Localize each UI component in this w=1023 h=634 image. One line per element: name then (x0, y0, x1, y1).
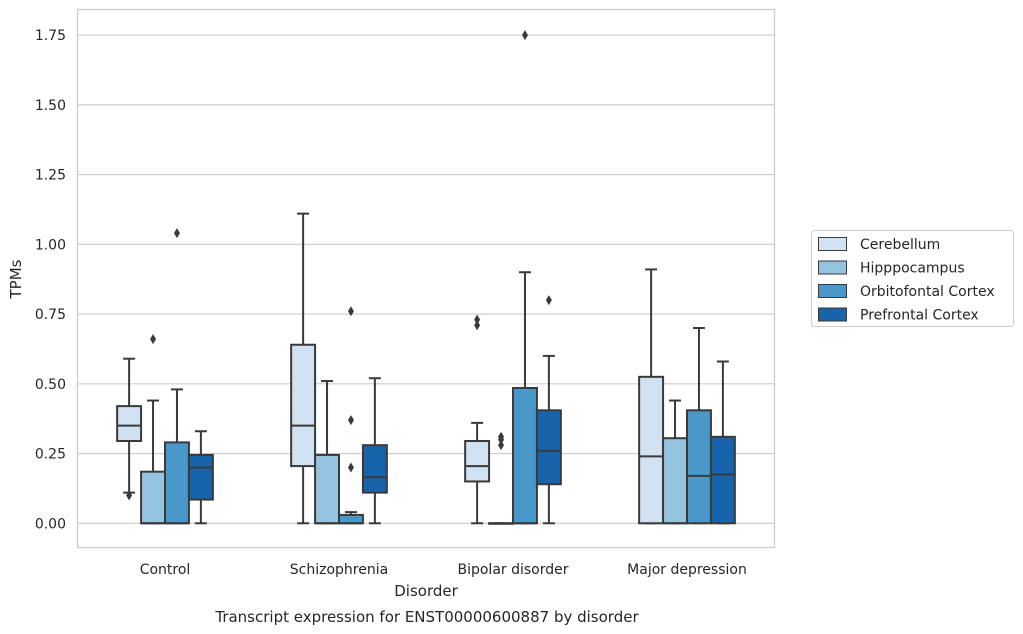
box-orbitofontal-cortex (164, 228, 190, 525)
box-hipppocampus (314, 380, 341, 525)
box-hipppocampus (488, 431, 515, 525)
outlier-point (150, 334, 157, 345)
y-tick-label: 0.75 (35, 307, 66, 323)
y-tick-label: 0.00 (35, 516, 66, 532)
legend-frame (811, 230, 1014, 327)
iqr-box (187, 453, 214, 501)
legend-label: Prefrontal Cortex (860, 308, 979, 324)
box-prefrontal-cortex (187, 430, 214, 525)
chart-caption: Transcript expression for ENST0000060088… (214, 608, 639, 626)
outlier-point (498, 431, 505, 442)
outlier-point (498, 440, 505, 451)
iqr-box (338, 513, 364, 525)
x-tick-label: Bipolar disorder (457, 562, 568, 578)
x-tick-label: Schizophrenia (290, 562, 388, 578)
outlier-point (474, 314, 481, 325)
legend-swatch (818, 237, 847, 251)
iqr-box (361, 444, 388, 494)
box-orbitofontal-cortex (338, 306, 364, 525)
iqr-box (314, 453, 341, 525)
box-orbitofontal-cortex (686, 327, 712, 525)
iqr-box (290, 343, 317, 468)
gridlines (78, 34, 774, 524)
legend-swatch (818, 284, 847, 298)
legend-label: Cerebellum (860, 237, 940, 253)
y-tick-label: 1.75 (35, 28, 66, 44)
y-axis-title: TPMs (7, 259, 25, 299)
iqr-box (164, 441, 190, 525)
legend-items: Cerebellum Hipppocampus Orbitofontal Corte… (818, 237, 995, 324)
iqr-box (535, 409, 562, 486)
iqr-box (686, 409, 712, 525)
box-prefrontal-cortex (709, 360, 736, 525)
x-tick-label: Major depression (627, 562, 747, 578)
box-hipppocampus (662, 399, 689, 525)
box-prefrontal-cortex (535, 295, 562, 525)
box-cerebellum (116, 357, 143, 501)
iqr-box (140, 470, 166, 525)
iqr-box (709, 435, 736, 525)
outlier-point (347, 306, 354, 317)
y-axis-ticks: 0.00 0.25 0.50 0.75 1.00 1.25 1.50 1.75 (35, 28, 66, 532)
outlier-point (347, 462, 354, 473)
x-tick-label: Control (140, 562, 191, 578)
outlier-point (347, 415, 354, 426)
box-hipppocampus (140, 334, 166, 525)
outlier-point (521, 30, 528, 41)
outlier-point (173, 228, 180, 239)
outlier-point (545, 295, 552, 306)
box-cerebellum (290, 212, 317, 525)
y-tick-label: 0.25 (35, 447, 66, 463)
legend-label: Hipppocampus (860, 261, 965, 277)
y-tick-label: 1.00 (35, 237, 66, 253)
plot-area (116, 30, 736, 525)
legend-swatch (818, 260, 847, 275)
box-cerebellum (638, 268, 665, 525)
x-axis-title: Disorder (394, 582, 458, 600)
plot-frame (76, 8, 776, 549)
box-orbitofontal-cortex (512, 30, 538, 525)
y-tick-label: 1.25 (35, 168, 66, 184)
legend-label: Orbitofontal Cortex (860, 284, 995, 300)
iqr-box (638, 375, 665, 525)
iqr-box (464, 439, 491, 483)
iqr-box (662, 437, 689, 525)
legend-swatch (818, 307, 847, 322)
outlier-point (474, 320, 481, 331)
y-tick-label: 0.50 (35, 377, 66, 393)
box-cerebellum (464, 314, 491, 525)
legend: Cerebellum Hipppocampus Orbitofontal Corte… (811, 230, 1014, 327)
x-axis-ticks: Control Schizophrenia Bipolar disorder Majo… (140, 562, 747, 578)
iqr-box (116, 405, 143, 442)
outlier-point (126, 490, 133, 501)
box-prefrontal-cortex (361, 377, 388, 525)
y-tick-label: 1.50 (35, 98, 66, 114)
iqr-box (512, 386, 538, 525)
